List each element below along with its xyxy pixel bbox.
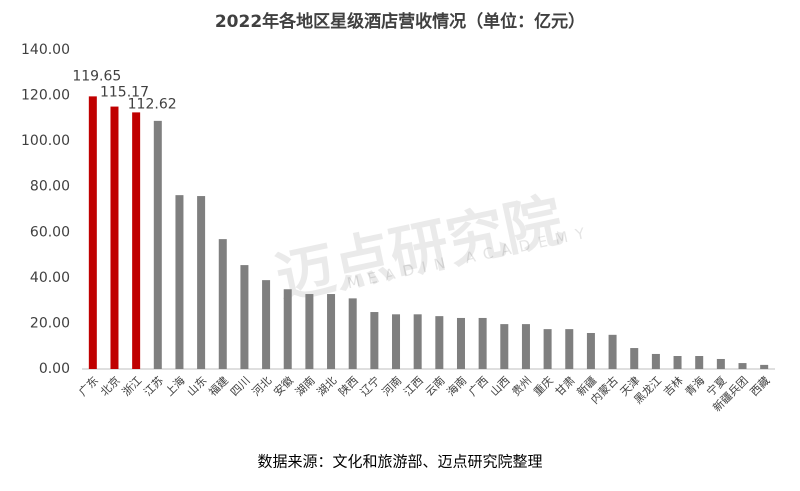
bar (153, 120, 162, 369)
bar (760, 364, 769, 369)
x-tick-label: 上海 (162, 373, 187, 398)
bar (456, 317, 465, 369)
bar (413, 314, 422, 369)
bar (110, 106, 119, 369)
bar (283, 289, 292, 369)
bar (348, 298, 357, 369)
x-tick-label: 重庆 (530, 373, 555, 398)
bar (565, 329, 574, 369)
x-tick-label: 广西 (466, 374, 491, 399)
x-tick-label: 云南 (423, 374, 448, 399)
x-tick-label: 湖南 (293, 374, 318, 399)
data-label: 115.17 (100, 85, 149, 101)
x-tick-label: 西藏 (748, 374, 773, 399)
y-tick-label: 140.00 (21, 42, 70, 58)
y-tick-label: 60.00 (30, 224, 70, 240)
bar (392, 314, 401, 369)
bar (197, 196, 206, 369)
bar (370, 312, 379, 369)
bar (240, 265, 249, 369)
chart-title: 2022年各地区星级酒店营收情况（单位：亿元） (215, 11, 585, 32)
x-tick-label: 河北 (250, 374, 275, 399)
bar (651, 353, 660, 369)
x-tick-label: 湖北 (315, 374, 340, 399)
x-tick-label: 浙江 (120, 374, 145, 399)
y-tick-label: 80.00 (30, 179, 70, 195)
bar (218, 239, 227, 369)
bar (88, 96, 97, 369)
x-tick-label: 福建 (206, 373, 231, 398)
x-tick-label: 贵州 (509, 374, 534, 399)
x-tick-label: 青海 (682, 373, 707, 398)
data-label: 119.65 (72, 68, 121, 84)
x-tick-label: 四川 (228, 374, 253, 399)
x-tick-label: 辽宁 (357, 373, 382, 398)
bar (305, 294, 314, 369)
bar (630, 348, 639, 369)
bar (435, 316, 444, 369)
x-tick-label: 北京 (97, 373, 122, 398)
bar (521, 324, 530, 369)
x-tick-label: 海南 (444, 373, 469, 398)
bar (132, 112, 141, 370)
x-tick-label: 山西 (488, 374, 513, 399)
source-note: 数据来源：文化和旅游部、迈点研究院整理 (257, 453, 542, 471)
x-tick-label: 江苏 (141, 374, 166, 399)
y-tick-label: 40.00 (30, 270, 70, 286)
x-tick-label: 江西 (401, 374, 426, 399)
x-tick-label: 河南 (380, 374, 405, 399)
y-tick-label: 0.00 (39, 361, 70, 377)
bar (262, 280, 271, 369)
bar (695, 356, 704, 369)
bar (586, 332, 595, 369)
x-tick-label: 安徽 (271, 373, 296, 398)
bar (500, 324, 509, 369)
x-tick-label: 广东 (76, 374, 101, 399)
y-tick-label: 120.00 (21, 88, 70, 104)
bar (327, 294, 336, 369)
bar (175, 195, 184, 369)
bar (716, 358, 725, 369)
bar (543, 329, 552, 369)
y-tick-label: 20.00 (30, 315, 70, 331)
bar (738, 363, 747, 369)
x-tick-label: 山东 (185, 374, 210, 399)
x-tick-label: 陕西 (335, 373, 360, 398)
bar (673, 356, 682, 369)
data-label: 112.62 (128, 96, 177, 112)
y-tick-label: 100.00 (21, 133, 70, 149)
x-tick-label: 甘肃 (553, 374, 578, 399)
x-tick-label: 吉林 (660, 373, 685, 398)
bar (608, 334, 617, 369)
bar (478, 317, 487, 369)
